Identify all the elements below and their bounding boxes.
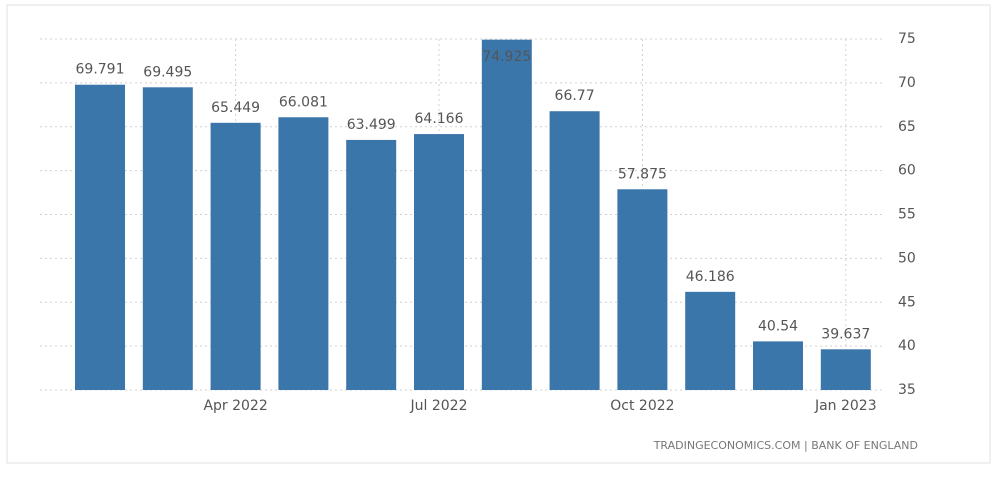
data-label: 65.449 [211,100,260,116]
x-tick-label: Apr 2022 [203,398,267,414]
data-label: 64.166 [415,111,464,127]
data-label: 74.925 [482,49,531,65]
data-label: 57.875 [618,166,667,182]
bar [820,349,871,390]
bar [617,189,668,390]
data-label: 40.54 [758,318,798,334]
bar [210,122,261,390]
y-tick-label: 55 [898,207,916,223]
bar [278,117,329,390]
frame [6,4,991,464]
y-tick-label: 65 [898,119,916,135]
y-tick-label: 50 [898,250,916,266]
y-tick-label: 35 [898,382,916,398]
y-tick-label: 60 [898,163,916,179]
bar [75,84,125,390]
source: TRADINGECONOMICS.COM | BANK OF ENGLAND [653,439,918,452]
y-tick-label: 70 [898,75,916,91]
y-tick-label: 45 [898,294,916,310]
data-label: 69.495 [143,64,192,80]
data-label: 63.499 [347,117,396,133]
bar [481,39,532,390]
data-label: 69.791 [76,62,125,78]
bar [753,341,803,390]
data-label: 66.081 [279,94,328,110]
bar [346,139,397,390]
bar [142,87,193,391]
data-label: 46.186 [686,269,735,285]
bar [549,111,600,390]
x-tick-label: Jan 2023 [814,398,877,414]
data-label: 39.637 [821,326,870,342]
data-label: 66.77 [555,88,595,104]
bar [414,134,464,390]
y-tick-label: 75 [898,31,916,47]
x-tick-label: Oct 2022 [610,398,674,414]
bar [685,291,736,390]
x-tick-label: Jul 2022 [410,398,468,414]
y-tick-label: 40 [898,338,916,354]
